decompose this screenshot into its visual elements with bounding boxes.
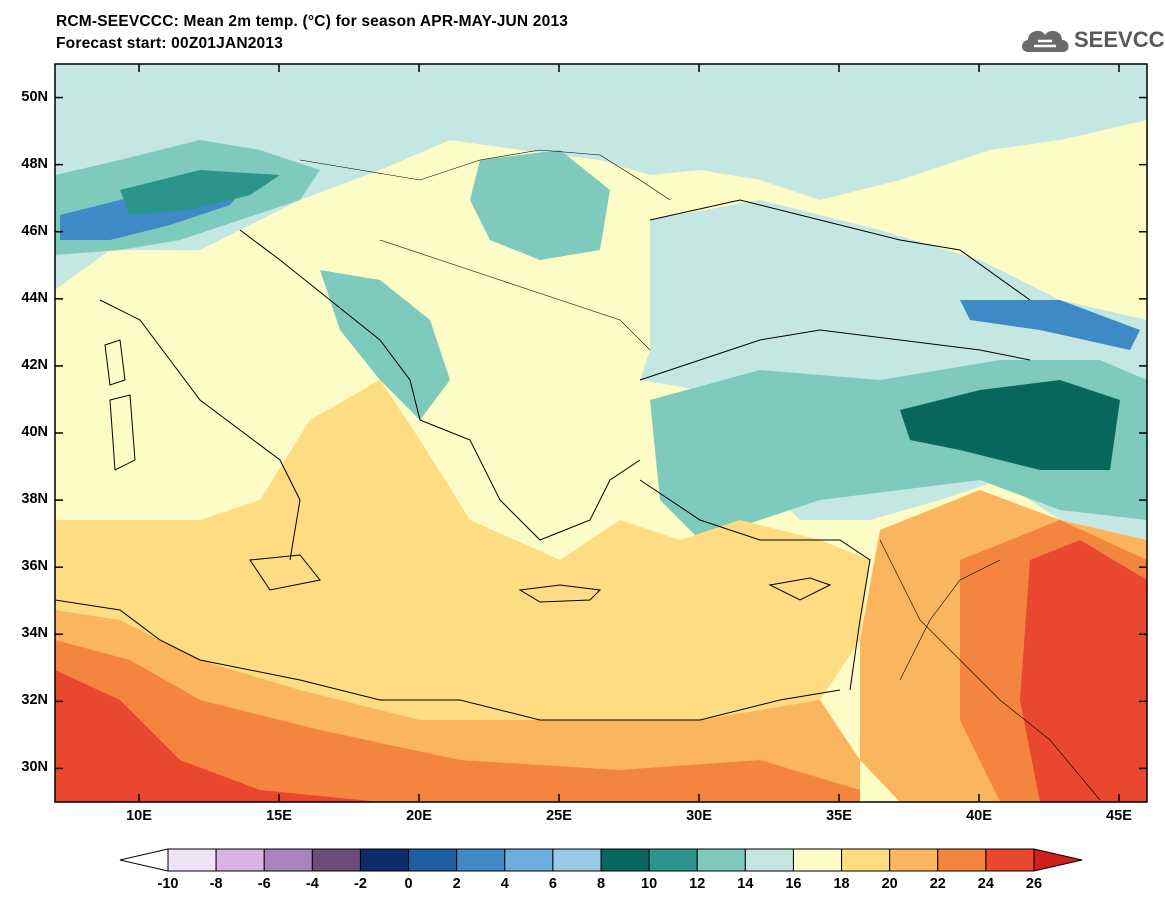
coastlines — [55, 199, 1031, 721]
colorbar-label: 16 — [785, 876, 802, 892]
colorbar-right-triangle — [1033, 848, 1083, 872]
colorbar-label: -4 — [305, 876, 319, 892]
colorbar-box — [744, 848, 794, 872]
cloud-icon — [1022, 30, 1069, 52]
lat-tick-label: 48N — [21, 155, 48, 172]
crete — [518, 584, 602, 603]
field-zone-16 — [650, 200, 1060, 380]
colorbar-box — [311, 848, 361, 872]
seevccc-logo: SEEVCCC — [1018, 22, 1165, 58]
field-zone-24b — [55, 640, 860, 802]
colorbar-label: 10 — [641, 876, 658, 892]
colorbar-box — [937, 848, 987, 872]
lon-tickmarks — [138, 64, 1120, 802]
colorbar-box — [648, 848, 698, 872]
colorbar-label: -8 — [209, 876, 223, 892]
colorbar-label: -2 — [353, 876, 367, 892]
colorbar-label: -6 — [257, 876, 271, 892]
colorbar-label: 6 — [548, 876, 557, 892]
colorbar-box — [263, 848, 313, 872]
map-title: RCM-SEEVCCC: Mean 2m temp. (°C) for seas… — [56, 13, 569, 30]
field-zone-10b — [900, 380, 1120, 470]
field-zone-6 — [960, 300, 1140, 350]
sicily — [249, 554, 321, 591]
lon-tick-label: 25E — [546, 808, 572, 824]
lat-tick-label: 32N — [21, 692, 48, 709]
colorbar-label: -10 — [157, 876, 179, 892]
lat-tick-label: 36N — [21, 558, 48, 575]
colorbar-label: 22 — [929, 876, 946, 892]
lat-tick-label: 44N — [21, 289, 48, 306]
lat-tick-label: 46N — [21, 222, 48, 239]
colorbar-box — [792, 848, 843, 872]
lat-tick-label: 50N — [21, 88, 48, 105]
lon-tick-label: 35E — [826, 808, 852, 824]
lat-tickmarks — [55, 96, 1147, 770]
lat-tick-label: 34N — [21, 625, 48, 642]
lat-tick-label: 42N — [21, 356, 48, 373]
lon-tick-label: 40E — [966, 808, 992, 824]
cyprus — [768, 577, 832, 601]
colorbar-box — [552, 848, 602, 872]
field-zone-26b — [55, 670, 380, 802]
colorbar-label: 24 — [977, 876, 994, 892]
lon-tick-label: 10E — [126, 808, 152, 824]
field-zone-26 — [1020, 540, 1147, 802]
field-zone-14b — [320, 270, 450, 420]
lon-tick-label: 20E — [406, 808, 432, 824]
lon-tick-label: 30E — [686, 808, 712, 824]
colorbar-label: 26 — [1025, 876, 1043, 892]
lat-tick-label: 40N — [21, 424, 48, 440]
colorbar-box — [841, 848, 891, 872]
field-zone-10 — [120, 170, 280, 215]
lat-tick-label: 30N — [21, 759, 48, 776]
forecast-start-label: Forecast start: 00Z01JAN2013 — [56, 35, 284, 52]
colorbar-box — [504, 848, 554, 872]
borders — [299, 149, 1101, 801]
sardinia — [109, 394, 136, 471]
colorbar-box — [696, 848, 746, 872]
corsica — [104, 339, 126, 386]
field-zone-20 — [55, 380, 870, 720]
colorbar-box — [600, 848, 650, 872]
colorbar-box — [167, 848, 217, 872]
field-zone-14 — [470, 150, 610, 260]
colorbar-box — [985, 848, 1035, 872]
colorbar-box — [215, 848, 265, 872]
lon-tick-label: 15E — [266, 808, 292, 824]
colorbar-box — [359, 848, 410, 872]
colorbar-label: 4 — [500, 876, 509, 892]
colorbar-label: 0 — [404, 876, 413, 892]
logo-text: SEEVCCC — [1074, 27, 1165, 52]
colorbar-label: 2 — [452, 876, 461, 892]
colorbar-label: 18 — [833, 876, 850, 892]
colorbar-label: 12 — [689, 876, 706, 892]
colorbar-box — [456, 848, 506, 872]
colorbar-label: 8 — [596, 876, 606, 892]
lat-tick-label: 38N — [21, 491, 48, 508]
colorbar-label: 14 — [737, 876, 754, 892]
colorbar-box — [889, 848, 939, 872]
lon-tick-label: 45E — [1106, 808, 1132, 824]
colorbar-label: 20 — [881, 876, 898, 892]
colorbar-box — [408, 848, 458, 872]
colorbar-left-triangle — [119, 848, 169, 872]
